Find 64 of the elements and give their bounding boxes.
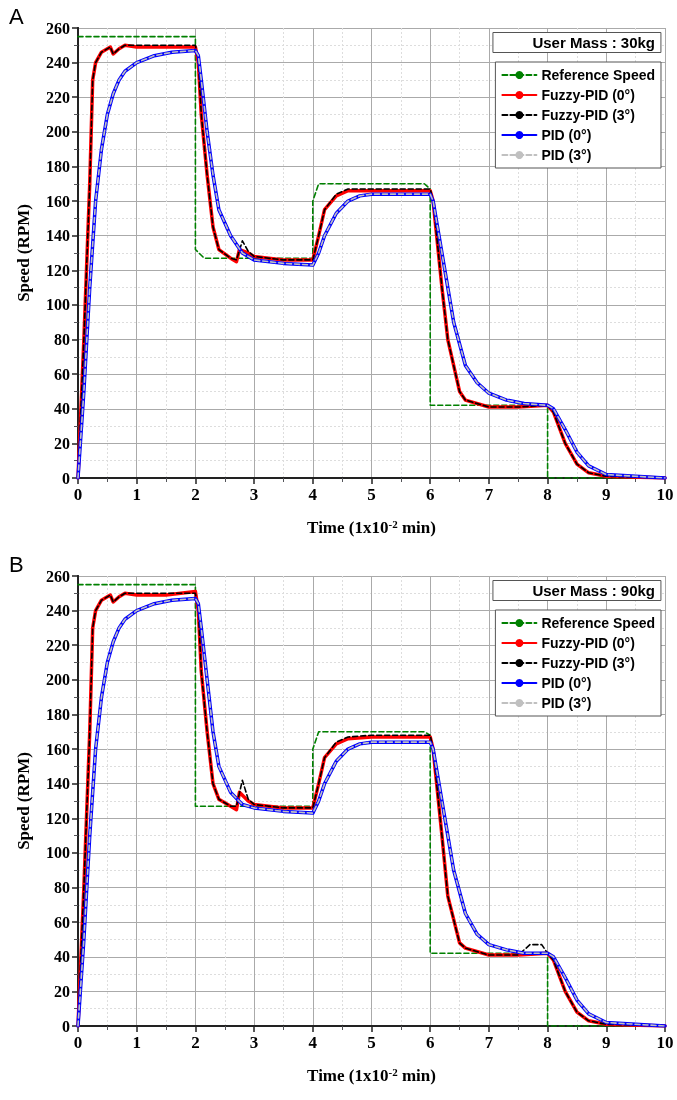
x-tick-label: 1 <box>132 1033 141 1052</box>
y-tick-label: 40 <box>54 400 70 418</box>
y-tick-label: 120 <box>46 261 70 279</box>
y-axis-title: Speed (RPM) <box>14 752 33 850</box>
legend-title: User Mass : 30kg <box>532 34 656 51</box>
x-tick-label: 5 <box>367 485 376 504</box>
x-tick-label: 5 <box>367 1033 376 1052</box>
x-tick-label: 1 <box>132 485 141 504</box>
y-tick-label: 80 <box>54 879 70 897</box>
chart-title: B <box>9 551 24 577</box>
x-tick-label: 8 <box>543 485 552 504</box>
x-tick-label: 4 <box>308 1033 318 1052</box>
y-tick-label: 180 <box>46 157 70 175</box>
legend-label: Fuzzy-PID (3°) <box>541 655 635 671</box>
y-tick-label: 80 <box>54 331 70 349</box>
y-tick-label: 100 <box>46 844 70 862</box>
x-tick-label: 6 <box>425 1033 435 1052</box>
legend-label: PID (3°) <box>541 695 592 711</box>
y-tick-label: 100 <box>46 296 70 314</box>
y-tick-label: 200 <box>46 123 70 141</box>
x-tick-label: 10 <box>656 1033 674 1052</box>
y-tick-label: 140 <box>46 775 70 793</box>
legend-title: User Mass : 90kg <box>532 582 656 599</box>
y-tick-label: 60 <box>54 365 70 383</box>
y-tick-label: 160 <box>46 740 70 758</box>
y-tick-label: 200 <box>46 671 70 689</box>
y-tick-label: 20 <box>54 434 70 452</box>
y-tick-label: 260 <box>46 567 70 585</box>
x-tick-label: 9 <box>602 485 611 504</box>
y-tick-label: 180 <box>46 705 70 723</box>
legend-label: PID (3°) <box>541 147 592 163</box>
y-tick-label: 40 <box>54 948 70 966</box>
y-tick-label: 120 <box>46 809 70 827</box>
x-tick-label: 6 <box>425 485 435 504</box>
y-tick-label: 60 <box>54 913 70 931</box>
x-tick-label: 8 <box>543 1033 552 1052</box>
legend-label: PID (0°) <box>541 127 592 143</box>
y-tick-label: 20 <box>54 982 70 1000</box>
y-tick-label: 0 <box>62 1017 70 1035</box>
x-tick-label: 3 <box>249 485 259 504</box>
legend-label: Fuzzy-PID (0°) <box>541 635 635 651</box>
x-tick-label: 2 <box>191 485 200 504</box>
x-tick-label: 2 <box>191 1033 200 1052</box>
y-tick-label: 160 <box>46 192 70 210</box>
chart-title: A <box>9 3 24 29</box>
x-tick-label: 10 <box>656 485 674 504</box>
x-tick-label: 3 <box>249 1033 259 1052</box>
legend-label: PID (0°) <box>541 675 592 691</box>
y-tick-label: 220 <box>46 88 70 106</box>
legend-label: Reference Speed <box>541 615 655 631</box>
y-tick-label: 0 <box>62 469 70 487</box>
y-tick-label: 240 <box>46 54 70 72</box>
y-axis-title: Speed (RPM) <box>14 204 33 302</box>
y-tick-label: 260 <box>46 19 70 37</box>
legend-label: Fuzzy-PID (0°) <box>541 87 635 103</box>
x-tick-label: 9 <box>602 1033 611 1052</box>
y-tick-label: 140 <box>46 227 70 245</box>
y-tick-label: 240 <box>46 602 70 620</box>
x-tick-label: 4 <box>308 485 318 504</box>
legend-label: Reference Speed <box>541 67 655 83</box>
y-tick-label: 220 <box>46 636 70 654</box>
x-tick-label: 7 <box>484 485 494 504</box>
x-tick-label: 7 <box>484 1033 494 1052</box>
legend-label: Fuzzy-PID (3°) <box>541 107 635 123</box>
